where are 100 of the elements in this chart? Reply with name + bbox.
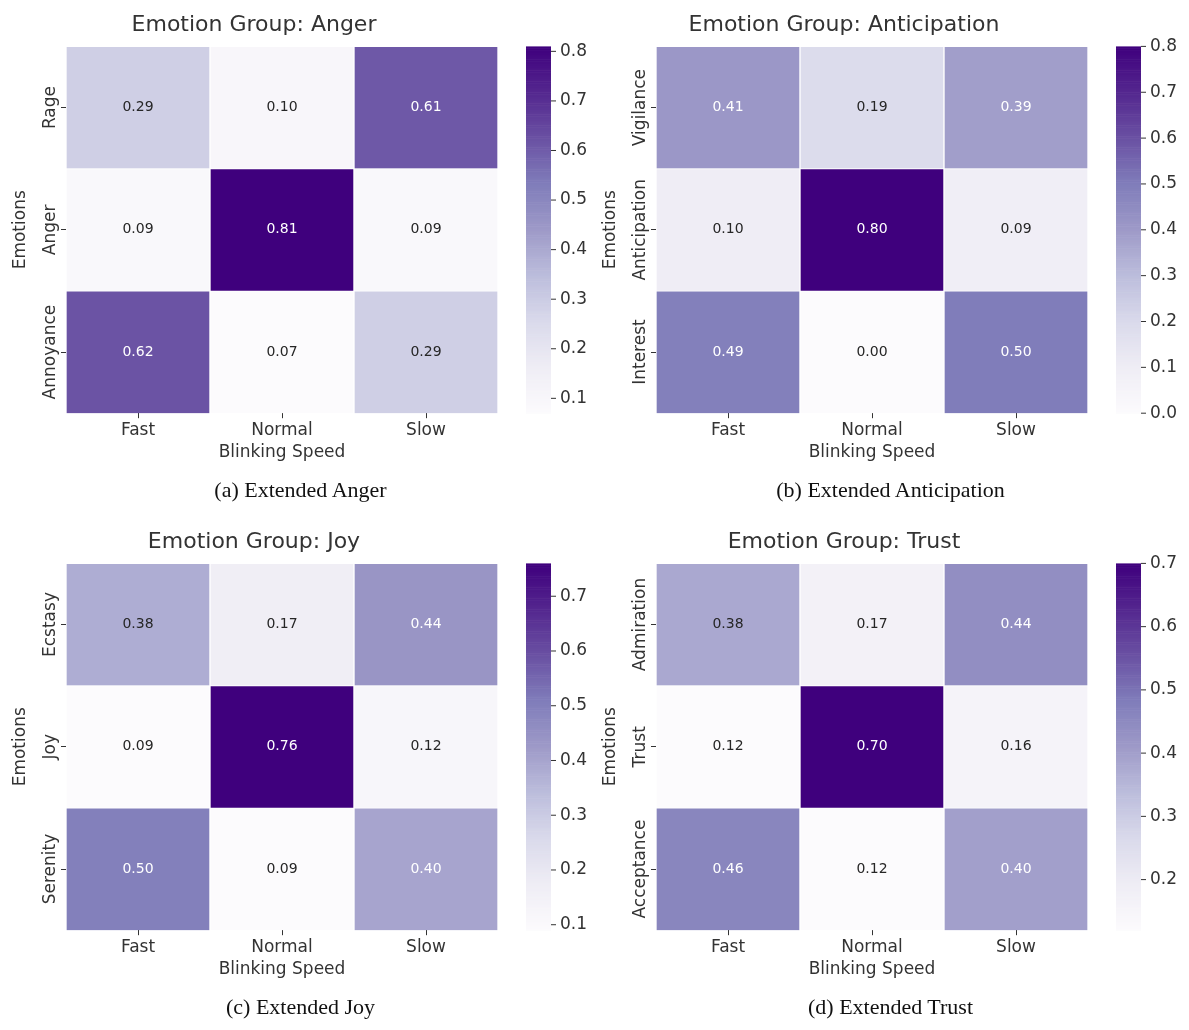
color-bar-label: 0.5 <box>1150 172 1178 193</box>
x-tick-label: Fast <box>120 935 156 956</box>
data-label: 0.40 <box>1000 859 1032 876</box>
data-label: 0.62 <box>122 342 154 359</box>
data-label: 0.81 <box>266 220 298 237</box>
color-bar-label: 0.1 <box>560 386 588 407</box>
y-tick-label: Anticipation <box>628 178 649 281</box>
y-axis-title: Emotions <box>598 190 619 270</box>
text: (a) Extended Anger <box>213 477 388 503</box>
x-tick-label: Normal <box>841 418 903 439</box>
color-bar-label: 0.3 <box>560 803 588 824</box>
x-tick-label: Slow <box>406 418 446 439</box>
y-tick-label: Joy <box>38 734 59 761</box>
x-tick-label: Slow <box>996 935 1036 956</box>
color-bar-label: 0.7 <box>1150 551 1178 572</box>
color-bar-label: 0.8 <box>1150 34 1178 55</box>
data-label: 0.44 <box>410 615 442 632</box>
data-label: 0.12 <box>410 737 442 754</box>
data-label: 0.12 <box>856 859 888 876</box>
y-tick-label: Trust <box>628 725 649 769</box>
data-label: 0.61 <box>410 98 442 115</box>
color-bar-label: 0.2 <box>1150 309 1178 330</box>
text: (c) Extended Joy <box>224 994 377 1020</box>
y-axis-title: Emotions <box>8 190 29 270</box>
data-label: 0.09 <box>122 220 154 237</box>
y-tick-label: Anger <box>38 204 59 256</box>
color-bar-label: 0.2 <box>560 858 588 879</box>
x-tick-label: Normal <box>251 418 313 439</box>
chart-title: Emotion Group: Anger <box>131 10 378 36</box>
data-label: 0.07 <box>266 342 298 359</box>
data-label: 0.44 <box>1000 615 1032 632</box>
data-label: 0.09 <box>1000 220 1032 237</box>
y-axis-title: Emotions <box>598 707 619 787</box>
x-axis-title: Blinking Speed <box>808 441 936 462</box>
color-bar-label: 0.3 <box>1150 264 1178 285</box>
data-label: 0.76 <box>266 737 298 754</box>
data-label: 0.50 <box>122 859 154 876</box>
color-bar-label: 0.0 <box>1150 401 1178 422</box>
y-tick-label: Rage <box>38 85 59 130</box>
color-bar-label: 0.5 <box>1150 678 1178 699</box>
text: (b) Extended Anticipation <box>775 477 1006 503</box>
data-label: 0.17 <box>266 615 298 632</box>
data-label: 0.38 <box>712 615 744 632</box>
y-tick-label: Vigilance <box>628 68 649 147</box>
data-label: 0.50 <box>1000 342 1032 359</box>
data-label: 0.17 <box>856 615 888 632</box>
color-bar-label: 0.5 <box>560 188 588 209</box>
color-bar-label: 0.2 <box>560 337 588 358</box>
y-tick-label: Admiration <box>628 577 649 672</box>
x-tick-label: Normal <box>841 935 903 956</box>
x-tick-label: Fast <box>710 935 746 956</box>
x-axis-title: Blinking Speed <box>218 441 346 462</box>
data-label: 0.40 <box>410 859 442 876</box>
y-tick-label: Serenity <box>38 833 59 905</box>
chart-title: Emotion Group: Joy <box>147 527 361 553</box>
data-label: 0.16 <box>1000 737 1032 754</box>
color-bar-label: 0.7 <box>1150 80 1178 101</box>
color-bar-label: 0.4 <box>1150 741 1178 762</box>
color-bar-label: 0.3 <box>560 287 588 308</box>
x-tick-label: Slow <box>996 418 1036 439</box>
text: (d) Extended Trust <box>807 994 974 1020</box>
y-tick-label: Acceptance <box>628 819 649 919</box>
data-label: 0.29 <box>410 342 442 359</box>
color-bar-label: 0.6 <box>560 639 588 660</box>
color-bar-label: 0.7 <box>560 584 588 605</box>
chart-title: Emotion Group: Anticipation <box>688 10 1000 36</box>
data-label: 0.09 <box>266 859 298 876</box>
y-tick-label: Interest <box>628 318 649 385</box>
data-label: 0.10 <box>266 98 298 115</box>
y-axis-title: Emotions <box>8 707 29 787</box>
data-label: 0.19 <box>856 98 888 115</box>
y-tick-label: Annoyance <box>38 304 59 400</box>
data-label: 0.09 <box>410 220 442 237</box>
x-axis-title: Blinking Speed <box>218 958 346 979</box>
data-label: 0.41 <box>712 98 744 115</box>
x-tick-label: Fast <box>710 418 746 439</box>
data-label: 0.49 <box>712 342 744 359</box>
data-label: 0.80 <box>856 220 888 237</box>
color-bar-label: 0.1 <box>1150 355 1178 376</box>
color-bar-label: 0.6 <box>560 138 588 159</box>
color-bar-label: 0.3 <box>1150 804 1178 825</box>
data-label: 0.46 <box>712 859 744 876</box>
chart-title: Emotion Group: Trust <box>727 527 961 553</box>
color-bar-label: 0.1 <box>560 913 588 934</box>
color-bar-label: 0.4 <box>560 748 588 769</box>
data-label: 0.12 <box>712 737 744 754</box>
color-bar-label: 0.6 <box>1150 615 1178 636</box>
x-axis-title: Blinking Speed <box>808 958 936 979</box>
color-bar-label: 0.4 <box>560 238 588 259</box>
color-bar-label: 0.7 <box>560 89 588 110</box>
color-bar-label: 0.4 <box>1150 218 1178 239</box>
data-label: 0.00 <box>856 342 888 359</box>
data-label: 0.29 <box>122 98 154 115</box>
color-bar-label: 0.8 <box>560 39 588 60</box>
y-tick-label: Ecstasy <box>38 592 59 658</box>
data-label: 0.09 <box>122 737 154 754</box>
x-tick-label: Normal <box>251 935 313 956</box>
data-label: 0.70 <box>856 737 888 754</box>
x-tick-label: Fast <box>120 418 156 439</box>
color-bar-label: 0.6 <box>1150 126 1178 147</box>
